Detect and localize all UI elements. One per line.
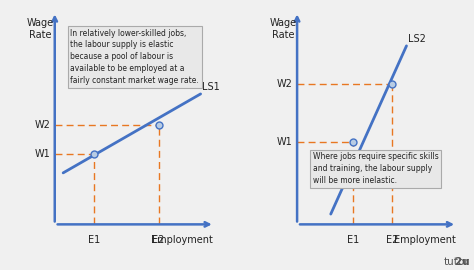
Text: E1: E1 [88, 235, 100, 245]
Text: E2: E2 [152, 235, 165, 245]
Text: LS2: LS2 [408, 34, 426, 44]
Text: E2: E2 [386, 235, 399, 245]
Text: Wage
Rate: Wage Rate [27, 18, 55, 40]
Text: Wage
Rate: Wage Rate [270, 18, 297, 40]
Text: LS1: LS1 [202, 82, 220, 92]
Text: W2: W2 [277, 79, 293, 89]
Text: W1: W1 [277, 137, 293, 147]
Text: In relatively lower-skilled jobs,
the labour supply is elastic
because a pool of: In relatively lower-skilled jobs, the la… [70, 29, 199, 85]
Text: tutor: tutor [444, 257, 469, 267]
Text: W1: W1 [35, 149, 51, 159]
Text: 2u: 2u [426, 257, 469, 267]
Text: Employment: Employment [394, 235, 456, 245]
Text: W2: W2 [35, 120, 51, 130]
Text: Where jobs require specific skills
and training, the labour supply
will be more : Where jobs require specific skills and t… [312, 152, 438, 185]
Text: E1: E1 [347, 235, 359, 245]
Text: Employment: Employment [151, 235, 213, 245]
